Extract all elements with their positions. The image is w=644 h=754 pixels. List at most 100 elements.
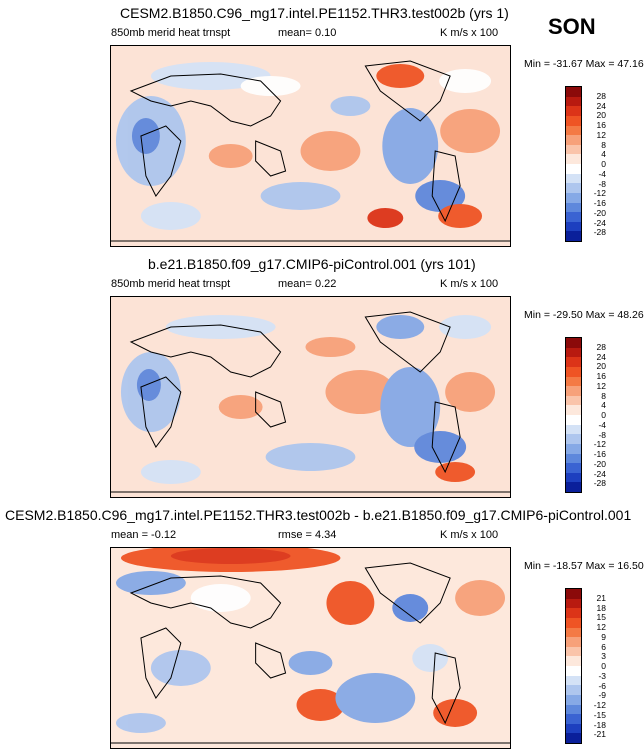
panel-2-units-label: K m/s x 100: [440, 278, 499, 290]
panel-2-map: [110, 296, 511, 498]
panel-3-colorbar-label: -12: [593, 700, 606, 710]
panel-3-colorbar-label: 18: [596, 603, 606, 613]
panel-1-colorbar-label: 8: [601, 140, 606, 150]
panel-3-rmse-label: rmse = 4.34: [278, 529, 337, 541]
panel-1-colorbar-label: -8: [598, 179, 606, 189]
panel-1-colorbar-label: -4: [598, 169, 606, 179]
panel-3-colorbar-label: 3: [601, 651, 606, 661]
panel-1-variable-label: 850mb merid heat trnspt: [111, 27, 231, 39]
panel-1-colorbar-swatch: [566, 183, 581, 193]
panel-1-colorbar-label: 0: [601, 159, 606, 169]
panel-3-colorbar-label: -18: [593, 720, 606, 730]
panel-2-colorbar-label: 28: [596, 342, 606, 352]
panel-1-mean-label: mean= 0.10: [278, 27, 337, 39]
panel-3-colorbar-label: 0: [601, 661, 606, 671]
panel-3-colorbar-label: -6: [598, 681, 606, 691]
panel-2-colorbar-label: 0: [601, 410, 606, 420]
panel-3-mean-label: mean = -0.12: [111, 529, 177, 541]
panel-3-colorbar-swatch: [566, 675, 581, 686]
panel-1-title: CESM2.B1850.C96_mg17.intel.PE1152.THR3.t…: [120, 5, 509, 21]
panel-1-colorbar-swatch: [566, 87, 581, 97]
panel-1-colorbar-swatch: [566, 135, 581, 145]
panel-1-colorbar-swatch: [566, 115, 581, 126]
panel-2-colorbar-swatch: [566, 463, 581, 473]
panel-3-colorbar-swatch: [566, 733, 581, 743]
panel-1-colorbar-swatch: [566, 231, 581, 241]
panel-2-colorbar: [565, 337, 582, 493]
panel-1-colorbar-label: 4: [601, 149, 606, 159]
panel-1-colorbar-swatch: [566, 106, 581, 116]
panel-2-colorbar-swatch: [566, 443, 581, 454]
panel-2-colorbar-label: 20: [596, 361, 606, 371]
panel-3-colorbar-swatch: [566, 723, 581, 734]
panel-1-colorbar-label: 28: [596, 91, 606, 101]
panel-3-colorbar: [565, 588, 582, 744]
panel-3-units-label: K m/s x 100: [440, 529, 499, 541]
panel-2-colorbar-swatch: [566, 376, 581, 387]
panel-1-colorbar-swatch: [566, 202, 581, 213]
panel-2-colorbar-label: -20: [593, 459, 606, 469]
panel-3-colorbar-swatch: [566, 704, 581, 715]
panel-2-colorbar-swatch: [566, 357, 581, 367]
panel-3-colorbar-label: 21: [596, 593, 606, 603]
panel-1-colorbar-swatch: [566, 221, 581, 232]
panel-3-colorbar-swatch: [566, 646, 581, 657]
panel-3-colorbar-label: -21: [593, 729, 606, 739]
panel-2-colorbar-label: -4: [598, 420, 606, 430]
panel-3-colorbar-swatch: [566, 666, 581, 676]
panel-1-colorbar-label: 16: [596, 120, 606, 130]
panel-1-colorbar-label: -12: [593, 188, 606, 198]
panel-2-minmax: Min = -29.50 Max = 48.26: [524, 309, 644, 321]
panel-1-colorbar-label: -16: [593, 198, 606, 208]
panel-3-colorbar-label: 6: [601, 642, 606, 652]
panel-3-colorbar-label: -15: [593, 710, 606, 720]
panel-2-colorbar-label: 8: [601, 391, 606, 401]
panel-2-colorbar-label: 24: [596, 352, 606, 362]
panel-1-colorbar: [565, 86, 582, 242]
panel-1-colorbar-swatch: [566, 173, 581, 184]
panel-3-colorbar-swatch: [566, 598, 581, 609]
panel-2-title: b.e21.B1850.f09_g17.CMIP6-piControl.001 …: [148, 256, 476, 272]
panel-2-colorbar-swatch: [566, 482, 581, 492]
panel-3-colorbar-swatch: [566, 694, 581, 705]
panel-1-colorbar-label: 20: [596, 110, 606, 120]
season-label: SON: [548, 14, 596, 39]
panel-2-colorbar-label: 12: [596, 381, 606, 391]
panel-1-colorbar-swatch: [566, 164, 581, 174]
panel-2-colorbar-label: -12: [593, 439, 606, 449]
panel-3-colorbar-swatch: [566, 589, 581, 599]
panel-1-minmax: Min = -31.67 Max = 47.16: [524, 58, 644, 70]
panel-1-colorbar-swatch: [566, 96, 581, 107]
panel-3-colorbar-label: -3: [598, 671, 606, 681]
panel-2-mean-label: mean= 0.22: [278, 278, 337, 290]
panel-2-colorbar-label: 4: [601, 400, 606, 410]
panel-2-colorbar-swatch: [566, 453, 581, 464]
panel-2-variable-label: 850mb merid heat trnspt: [111, 278, 231, 290]
panel-3-colorbar-swatch: [566, 627, 581, 638]
panel-2-colorbar-swatch: [566, 472, 581, 483]
panel-2-colorbar-swatch: [566, 415, 581, 425]
panel-1-colorbar-swatch: [566, 192, 581, 203]
panel-2-colorbar-swatch: [566, 347, 581, 358]
panel-3-colorbar-swatch: [566, 714, 581, 724]
panel-2-colorbar-swatch: [566, 405, 581, 415]
panel-1-colorbar-swatch: [566, 144, 581, 155]
panel-2-colorbar-swatch: [566, 434, 581, 444]
panel-3-title: CESM2.B1850.C96_mg17.intel.PE1152.THR3.t…: [5, 507, 632, 523]
panel-1-colorbar-swatch: [566, 212, 581, 222]
panel-1-colorbar-label: -20: [593, 208, 606, 218]
panel-2-colorbar-label: -28: [593, 478, 606, 488]
panel-1-colorbar-label: 24: [596, 101, 606, 111]
panel-1-map: [110, 45, 511, 247]
panel-3-minmax: Min = -18.57 Max = 16.50: [524, 560, 644, 572]
panel-3-colorbar-label: 15: [596, 612, 606, 622]
panel-2-colorbar-label: -16: [593, 449, 606, 459]
panel-3-colorbar-label: -9: [598, 690, 606, 700]
panel-3-colorbar-label: 9: [601, 632, 606, 642]
panel-3-colorbar-swatch: [566, 685, 581, 695]
panel-2-colorbar-swatch: [566, 424, 581, 435]
panel-2-colorbar-label: 16: [596, 371, 606, 381]
panel-1-colorbar-swatch: [566, 125, 581, 136]
panel-2-colorbar-swatch: [566, 386, 581, 396]
panel-1-colorbar-label: 12: [596, 130, 606, 140]
